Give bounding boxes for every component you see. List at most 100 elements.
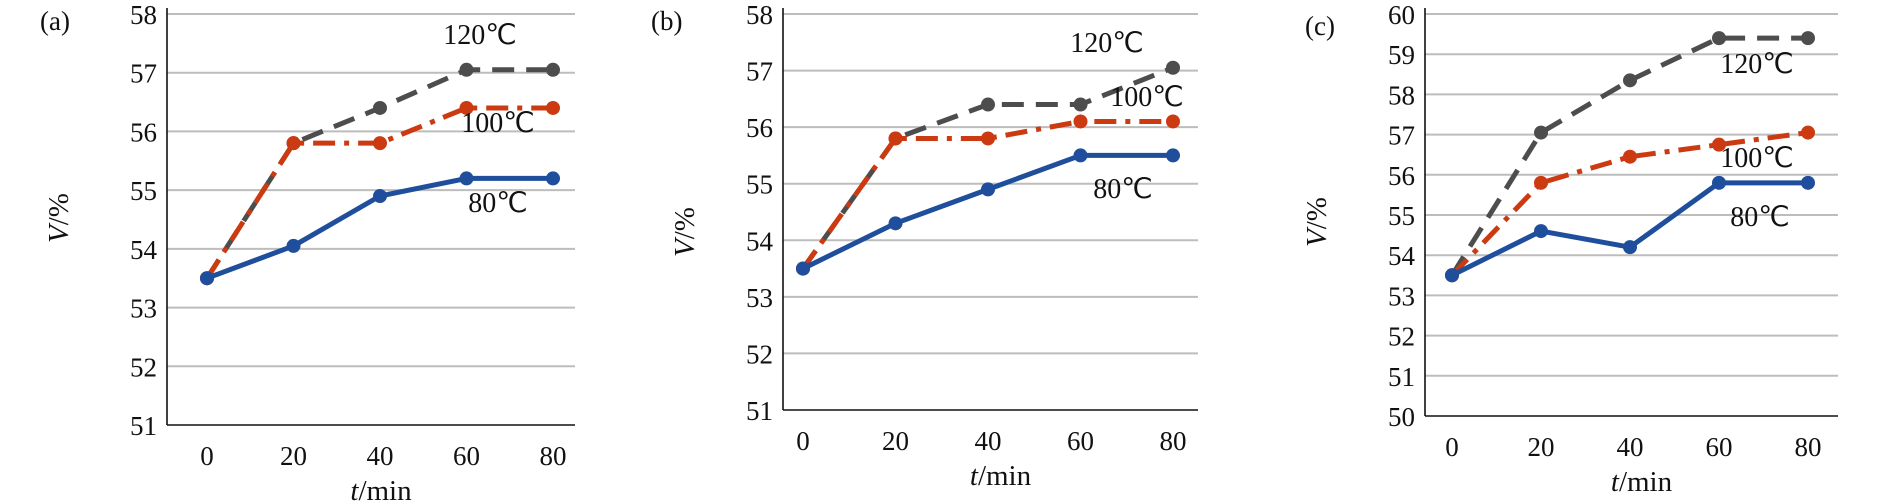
y-axis-label: V/% (669, 207, 701, 257)
data-point (1166, 148, 1180, 163)
data-point (1534, 125, 1548, 140)
panel-label: (c) (1305, 11, 1335, 41)
y-tick-label: 52 (130, 352, 157, 382)
series-label: 100℃ (1720, 143, 1793, 174)
data-point (1166, 60, 1180, 75)
y-tick-label: 56 (130, 117, 157, 147)
y-tick-label: 52 (1388, 322, 1415, 352)
y-tick-label: 58 (746, 0, 773, 30)
data-point (1623, 73, 1637, 88)
x-tick-label: 20 (280, 441, 307, 471)
x-axis-label: t/min (350, 475, 412, 502)
data-point (1073, 148, 1088, 163)
y-tick-label: 53 (130, 294, 157, 324)
data-point (1623, 240, 1637, 255)
data-point (373, 189, 387, 204)
x-tick-label: 40 (367, 441, 394, 471)
data-point (981, 97, 995, 112)
data-point (1712, 31, 1726, 46)
y-tick-label: 51 (130, 411, 157, 441)
data-point (1712, 175, 1726, 190)
y-tick-label: 55 (1388, 201, 1415, 231)
y-tick-label: 54 (1388, 241, 1416, 271)
data-point (796, 261, 810, 276)
data-point (888, 216, 903, 231)
panel-label: (a) (40, 6, 70, 36)
x-axis-label: t/min (1611, 466, 1673, 498)
x-tick-label: 0 (200, 441, 214, 471)
x-tick-label: 60 (1067, 426, 1094, 456)
x-tick-label: 40 (975, 426, 1002, 456)
data-point (981, 131, 995, 146)
y-tick-label: 51 (746, 396, 773, 426)
data-point (1712, 137, 1726, 152)
data-point (459, 100, 474, 115)
series-label: 80℃ (1093, 174, 1152, 205)
y-tick-label: 50 (1388, 402, 1415, 432)
series-label: 120℃ (443, 20, 516, 51)
y-tick-label: 58 (130, 0, 157, 30)
series-label: 80℃ (468, 188, 527, 219)
data-point (546, 171, 560, 186)
x-tick-label: 60 (453, 441, 480, 471)
data-point (1166, 114, 1180, 129)
series-label: 100℃ (461, 108, 534, 139)
x-tick-label: 0 (1445, 432, 1459, 462)
x-tick-label: 60 (1706, 432, 1733, 462)
data-point (373, 136, 387, 151)
panel-label: (b) (651, 6, 682, 36)
data-point (286, 238, 301, 253)
data-point (459, 62, 474, 77)
y-tick-label: 53 (1388, 281, 1415, 311)
y-tick-label: 56 (746, 113, 773, 143)
series-line (800, 118, 1173, 271)
y-tick-label: 57 (1388, 121, 1415, 151)
x-tick-label: 40 (1617, 432, 1644, 462)
y-tick-label: 60 (1388, 0, 1415, 30)
y-tick-label: 57 (746, 57, 773, 87)
data-point (546, 100, 560, 115)
data-point (1534, 224, 1548, 239)
x-tick-label: 80 (540, 441, 567, 471)
y-axis-label: V/% (43, 193, 75, 243)
series-label: 120℃ (1720, 49, 1793, 80)
y-tick-label: 54 (130, 235, 158, 265)
series-label: 80℃ (1730, 202, 1789, 233)
data-point (1073, 114, 1088, 129)
x-tick-label: 20 (882, 426, 909, 456)
data-point (373, 100, 387, 115)
y-tick-label: 57 (130, 59, 157, 89)
data-point (1801, 125, 1815, 140)
data-point (459, 171, 474, 186)
y-tick-label: 55 (746, 170, 773, 200)
x-tick-label: 0 (796, 426, 810, 456)
x-axis-label: t/min (970, 460, 1032, 492)
y-tick-label: 54 (746, 226, 774, 256)
data-point (1445, 268, 1459, 283)
y-tick-label: 55 (130, 176, 157, 206)
y-tick-label: 59 (1388, 40, 1415, 70)
y-tick-label: 51 (1388, 362, 1415, 392)
series-label: 100℃ (1110, 82, 1183, 113)
data-point (1073, 97, 1088, 112)
data-point (1801, 175, 1815, 190)
series-line (801, 152, 1173, 271)
series-line (1449, 35, 1808, 277)
x-tick-label: 80 (1160, 426, 1187, 456)
data-point (1534, 175, 1548, 190)
data-point (888, 131, 903, 146)
chart-panel-b: 51 52 53 54 55 56 57 58 0 20 40 60 80 t/min V/% (b) 120℃… (651, 0, 1198, 492)
data-point (981, 182, 995, 197)
y-axis-label: V/% (1301, 197, 1333, 247)
y-tick-label: 56 (1388, 161, 1415, 191)
series-label: 120℃ (1070, 28, 1143, 59)
y-tick-label: 53 (746, 283, 773, 313)
data-point (546, 62, 560, 77)
x-tick-label: 80 (1795, 432, 1822, 462)
data-point (286, 136, 301, 151)
data-point (200, 271, 214, 286)
x-tick-label: 20 (1528, 432, 1555, 462)
y-tick-label: 58 (1388, 80, 1415, 110)
chart-panel-a: 51 52 53 54 55 56 57 58 0 20 40 60 80 t/min V/% (a) 120℃… (40, 0, 575, 502)
